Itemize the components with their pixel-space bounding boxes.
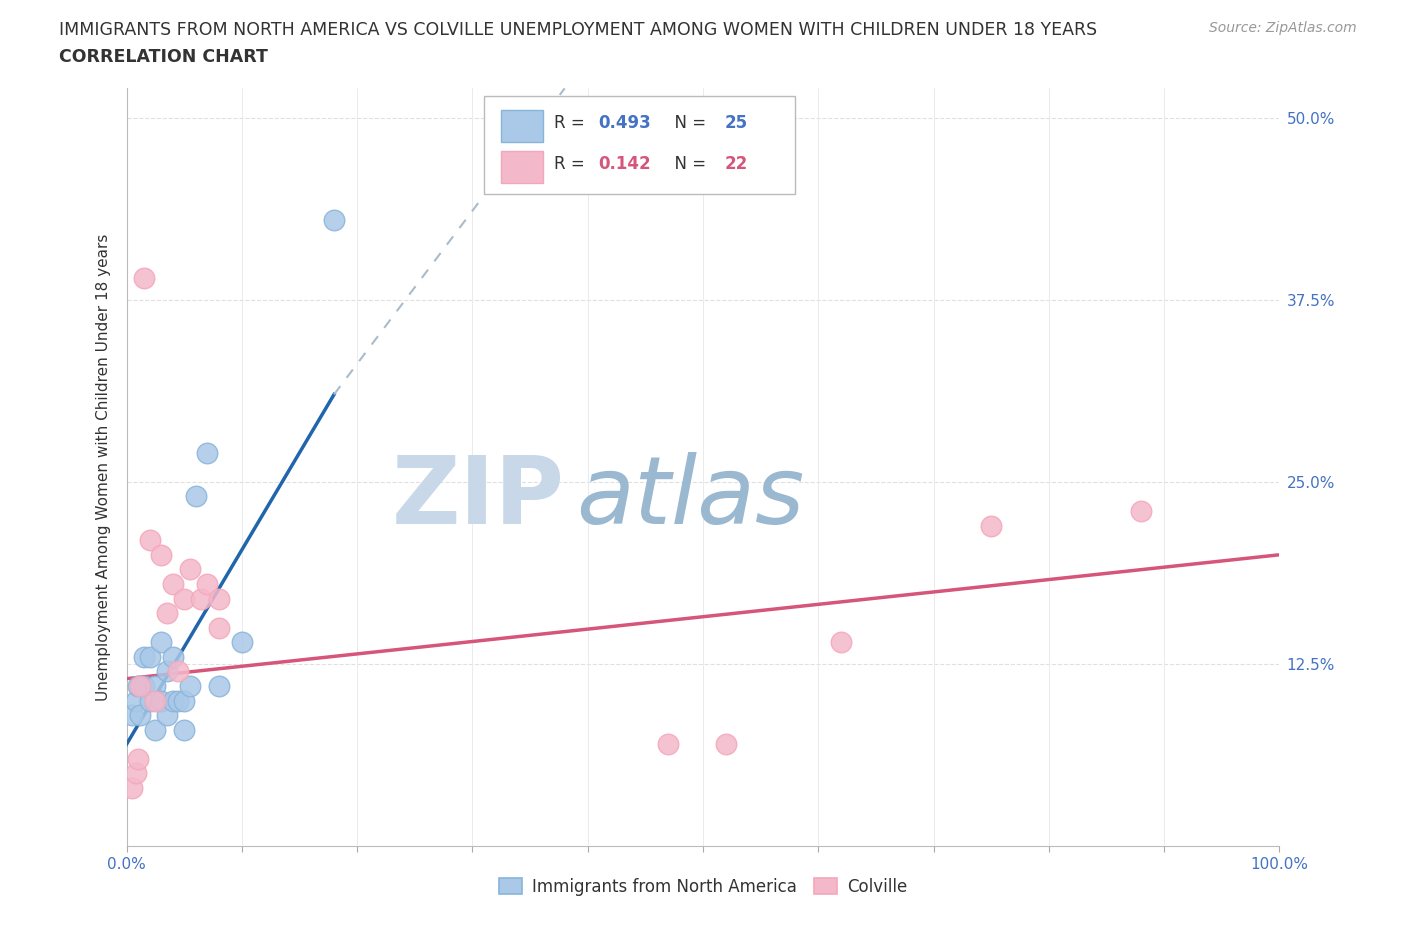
Text: N =: N = [664, 155, 711, 173]
Point [156, 605, 179, 620]
Text: 25: 25 [725, 114, 748, 132]
Point [184, 489, 207, 504]
Point [173, 693, 195, 708]
Text: ZIP: ZIP [392, 452, 565, 544]
Point [132, 679, 155, 694]
Point [208, 620, 231, 635]
Text: N =: N = [664, 114, 711, 132]
Point [208, 591, 231, 606]
Point [167, 664, 190, 679]
Point [162, 693, 184, 708]
Point [127, 679, 149, 694]
Point [323, 212, 346, 227]
FancyBboxPatch shape [502, 152, 543, 183]
Point [714, 737, 737, 751]
Text: 22: 22 [725, 155, 748, 173]
Text: 0.493: 0.493 [598, 114, 651, 132]
Point [156, 708, 179, 723]
FancyBboxPatch shape [484, 96, 796, 194]
Point [132, 649, 155, 664]
Text: CORRELATION CHART: CORRELATION CHART [59, 48, 269, 66]
Text: 0.142: 0.142 [598, 155, 651, 173]
Point [162, 649, 184, 664]
Point [145, 723, 166, 737]
Point [145, 679, 166, 694]
Point [1130, 504, 1153, 519]
FancyBboxPatch shape [502, 111, 543, 142]
Point [208, 679, 231, 694]
Point [195, 445, 218, 460]
Text: IMMIGRANTS FROM NORTH AMERICA VS COLVILLE UNEMPLOYMENT AMONG WOMEN WITH CHILDREN: IMMIGRANTS FROM NORTH AMERICA VS COLVILL… [59, 21, 1097, 39]
Point [830, 635, 852, 650]
Text: atlas: atlas [576, 452, 804, 543]
Point [129, 679, 152, 694]
Point [195, 577, 218, 591]
Point [231, 635, 253, 650]
Point [150, 693, 173, 708]
Point [125, 766, 148, 781]
Point [156, 664, 179, 679]
Legend: Immigrants from North America, Colville: Immigrants from North America, Colville [492, 871, 914, 902]
Point [145, 693, 166, 708]
Point [167, 693, 190, 708]
Point [179, 562, 201, 577]
Point [138, 533, 160, 548]
Point [127, 751, 149, 766]
Point [132, 271, 155, 286]
Point [150, 548, 173, 563]
Point [150, 635, 173, 650]
Text: Source: ZipAtlas.com: Source: ZipAtlas.com [1209, 21, 1357, 35]
Point [190, 591, 212, 606]
Point [162, 577, 184, 591]
Point [173, 591, 195, 606]
Text: R =: R = [554, 155, 591, 173]
Point [138, 649, 160, 664]
Point [980, 518, 1002, 533]
Text: R =: R = [554, 114, 591, 132]
Point [121, 708, 143, 723]
Point [657, 737, 679, 751]
Y-axis label: Unemployment Among Women with Children Under 18 years: Unemployment Among Women with Children U… [96, 233, 111, 701]
Point [121, 780, 143, 795]
Point [125, 693, 148, 708]
Point [179, 679, 201, 694]
Point [138, 693, 160, 708]
Point [129, 708, 152, 723]
Point [173, 723, 195, 737]
